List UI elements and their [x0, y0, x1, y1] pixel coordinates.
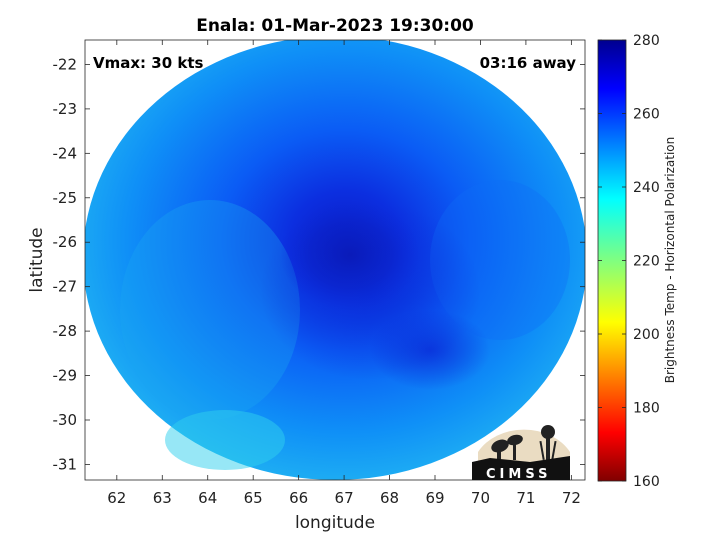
y-tick-label: -25 [53, 189, 78, 207]
colorbar-tick-label: 260 [633, 107, 660, 123]
x-tick-label: 67 [335, 489, 354, 507]
y-tick-label: -22 [53, 55, 78, 73]
colorbar [597, 39, 627, 482]
cimss-logo: CIMSS [472, 425, 570, 482]
y-tick-label: -24 [53, 144, 78, 162]
x-axis-label: longitude [295, 513, 375, 533]
swath-image [85, 40, 585, 480]
y-tick-label: -28 [53, 322, 78, 340]
colorbar-ticks: 160 180 200 220 240 260 280 [598, 33, 660, 490]
y-tick-label: -31 [53, 455, 78, 473]
y-axis-label: latitude [27, 227, 47, 292]
x-tick-label: 64 [198, 489, 217, 507]
x-axis-ticks: 62 63 64 65 66 67 68 69 70 71 72 [107, 40, 581, 507]
colorbar-tick-label: 280 [633, 33, 660, 49]
x-tick-label: 71 [516, 489, 535, 507]
cimss-logo-text: CIMSS [486, 467, 551, 482]
x-tick-label: 66 [289, 489, 308, 507]
colorbar-tick-label: 160 [633, 474, 660, 490]
x-tick-label: 72 [562, 489, 581, 507]
colorbar-tick-label: 220 [633, 254, 660, 270]
y-axis-ticks: -22 -23 -24 -25 -26 -27 -28 -29 -30 -31 [53, 55, 585, 473]
y-tick-label: -26 [53, 233, 78, 251]
y-tick-label: -27 [53, 278, 78, 296]
x-tick-label: 68 [380, 489, 399, 507]
x-tick-label: 70 [471, 489, 490, 507]
colorbar-tick-label: 180 [633, 401, 660, 417]
x-tick-label: 69 [425, 489, 444, 507]
y-tick-label: -23 [53, 100, 78, 118]
x-tick-label: 65 [244, 489, 263, 507]
colorbar-label: Brightness Temp - Horizontal Polarizatio… [663, 137, 677, 384]
colorbar-tick-label: 200 [633, 327, 660, 343]
chart-title: Enala: 01-Mar-2023 19:30:00 [196, 16, 474, 36]
time-away-annotation: 03:16 away [480, 54, 577, 72]
colorbar-tick-label: 240 [633, 180, 660, 196]
axes-frame [84, 39, 586, 481]
x-tick-label: 62 [107, 489, 126, 507]
y-tick-label: -29 [53, 367, 78, 385]
y-tick-label: -30 [53, 411, 78, 429]
x-tick-label: 63 [153, 489, 172, 507]
vmax-annotation: Vmax: 30 kts [93, 54, 203, 72]
